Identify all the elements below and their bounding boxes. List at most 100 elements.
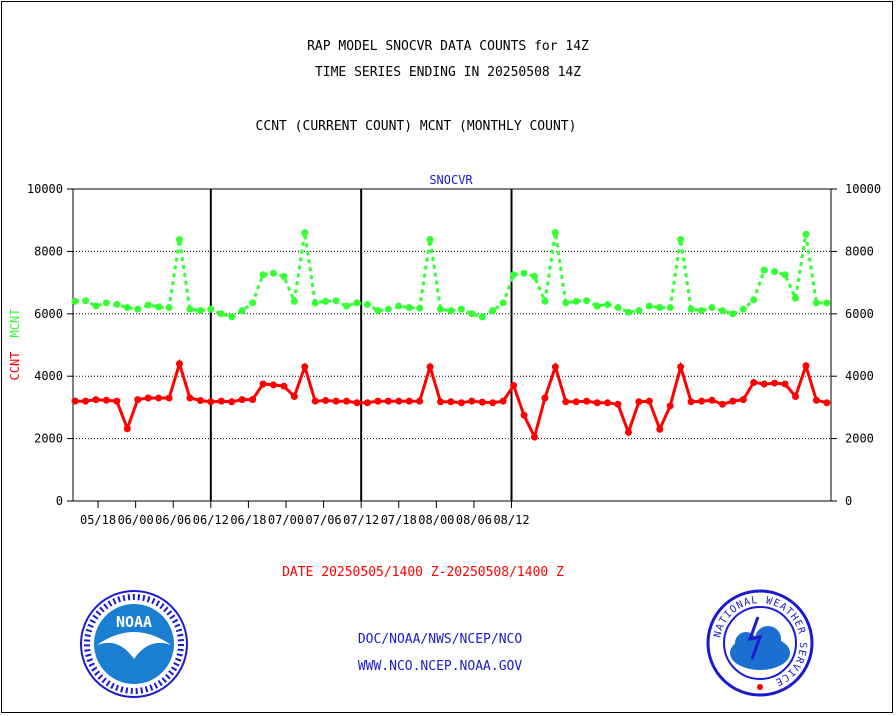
plot-frame [72, 188, 832, 502]
y-tick-label-left: 4000 [34, 369, 63, 383]
data-point-ccnt [541, 394, 549, 402]
data-point-ccnt [426, 363, 434, 371]
data-point-ccnt [624, 428, 632, 436]
data-point-ccnt [322, 397, 330, 405]
data-point-ccnt [165, 394, 173, 402]
data-point-mcnt [353, 299, 361, 307]
y-tick-label-left: 6000 [34, 307, 63, 321]
data-point-mcnt [123, 304, 131, 312]
data-point-mcnt [228, 313, 236, 321]
data-point-mcnt [92, 302, 100, 310]
data-point-ccnt [760, 380, 768, 388]
data-point-ccnt [468, 397, 476, 405]
data-point-ccnt [144, 394, 152, 402]
data-point-ccnt [677, 363, 685, 371]
data-point-ccnt [353, 399, 361, 407]
data-point-mcnt [155, 303, 163, 311]
y-axis-label-ccnt: CCNT [8, 352, 22, 381]
data-point-mcnt [750, 296, 758, 304]
data-point-mcnt [249, 299, 257, 307]
data-point-ccnt [113, 397, 121, 405]
data-point-ccnt [708, 396, 716, 404]
data-point-ccnt [614, 400, 622, 408]
data-point-mcnt [499, 299, 507, 307]
data-point-ccnt [530, 433, 538, 441]
data-point-ccnt [228, 398, 236, 406]
data-point-mcnt [478, 313, 486, 321]
noaa-logo-text: NOAA [116, 613, 152, 631]
x-tick-label: 06/06 [155, 513, 191, 527]
data-point-mcnt [395, 302, 403, 310]
data-point-ccnt [259, 380, 267, 388]
data-point-mcnt [708, 304, 716, 312]
data-point-ccnt [134, 396, 142, 404]
data-point-mcnt [102, 299, 110, 307]
data-point-mcnt [489, 307, 497, 315]
data-point-mcnt [572, 297, 580, 305]
data-point-mcnt [416, 304, 424, 312]
data-point-ccnt [635, 398, 643, 406]
title-line-1: RAP MODEL SNOCVR DATA COUNTS for 14Z [307, 39, 589, 54]
data-point-mcnt [530, 272, 538, 280]
data-point-mcnt [562, 299, 570, 307]
data-point-mcnt [698, 307, 706, 315]
data-point-ccnt [562, 398, 570, 406]
data-point-mcnt [771, 268, 779, 276]
data-point-ccnt [750, 378, 758, 386]
website-text: WWW.NCO.NCEP.NOAA.GOV [357, 659, 523, 674]
data-point-mcnt [405, 304, 413, 312]
y-axis-label-mcnt: MCNT [8, 309, 22, 338]
data-point-ccnt [269, 381, 277, 389]
x-tick-label: 07/18 [381, 513, 417, 527]
data-point-ccnt [457, 399, 465, 407]
data-point-mcnt [551, 229, 559, 237]
y-tick-label-left: 0 [56, 494, 63, 508]
date-range-label: DATE 20250505/1400 Z-20250508/1400 Z [282, 565, 564, 580]
data-point-mcnt [812, 299, 820, 307]
data-point-ccnt [186, 394, 194, 402]
data-point-ccnt [687, 398, 695, 406]
data-point-mcnt [259, 271, 267, 279]
data-point-mcnt [175, 236, 183, 244]
data-point-ccnt [510, 382, 518, 390]
data-point-ccnt [155, 394, 163, 402]
data-point-mcnt [196, 307, 204, 315]
data-point-ccnt [604, 399, 612, 407]
data-point-mcnt [687, 305, 695, 313]
data-point-ccnt [405, 397, 413, 405]
data-point-mcnt [447, 307, 455, 315]
data-point-mcnt [635, 307, 643, 315]
data-point-mcnt [332, 297, 340, 305]
chart-title: SNOCVR [429, 173, 473, 187]
data-point-ccnt [92, 396, 100, 404]
data-point-ccnt [82, 397, 90, 405]
x-tick-label: 07/00 [268, 513, 304, 527]
data-point-mcnt [604, 300, 612, 308]
series-line-mcnt [75, 232, 827, 319]
x-tick-label: 08/00 [418, 513, 454, 527]
data-point-mcnt [207, 305, 215, 313]
data-point-ccnt [363, 399, 371, 407]
data-point-ccnt [802, 362, 810, 370]
data-point-mcnt [593, 302, 601, 310]
data-point-mcnt [457, 305, 465, 313]
data-point-mcnt [384, 305, 392, 313]
data-point-mcnt [823, 299, 831, 307]
x-tick-label: 08/06 [456, 513, 492, 527]
data-point-mcnt [666, 304, 674, 312]
x-tick-label: 06/18 [230, 513, 266, 527]
data-point-ccnt [698, 397, 706, 405]
data-point-mcnt [677, 236, 685, 244]
y-tick-label-left: 8000 [34, 244, 63, 258]
data-point-ccnt [666, 402, 674, 410]
data-point-ccnt [478, 398, 486, 406]
data-point-ccnt [583, 397, 591, 405]
data-point-ccnt [729, 397, 737, 405]
data-point-mcnt [739, 305, 747, 313]
x-tick-label: 05/18 [80, 513, 116, 527]
y-tick-label-right: 8000 [845, 244, 874, 258]
data-point-mcnt [144, 301, 152, 309]
data-point-mcnt [468, 310, 476, 318]
x-tick-label: 08/12 [493, 513, 529, 527]
